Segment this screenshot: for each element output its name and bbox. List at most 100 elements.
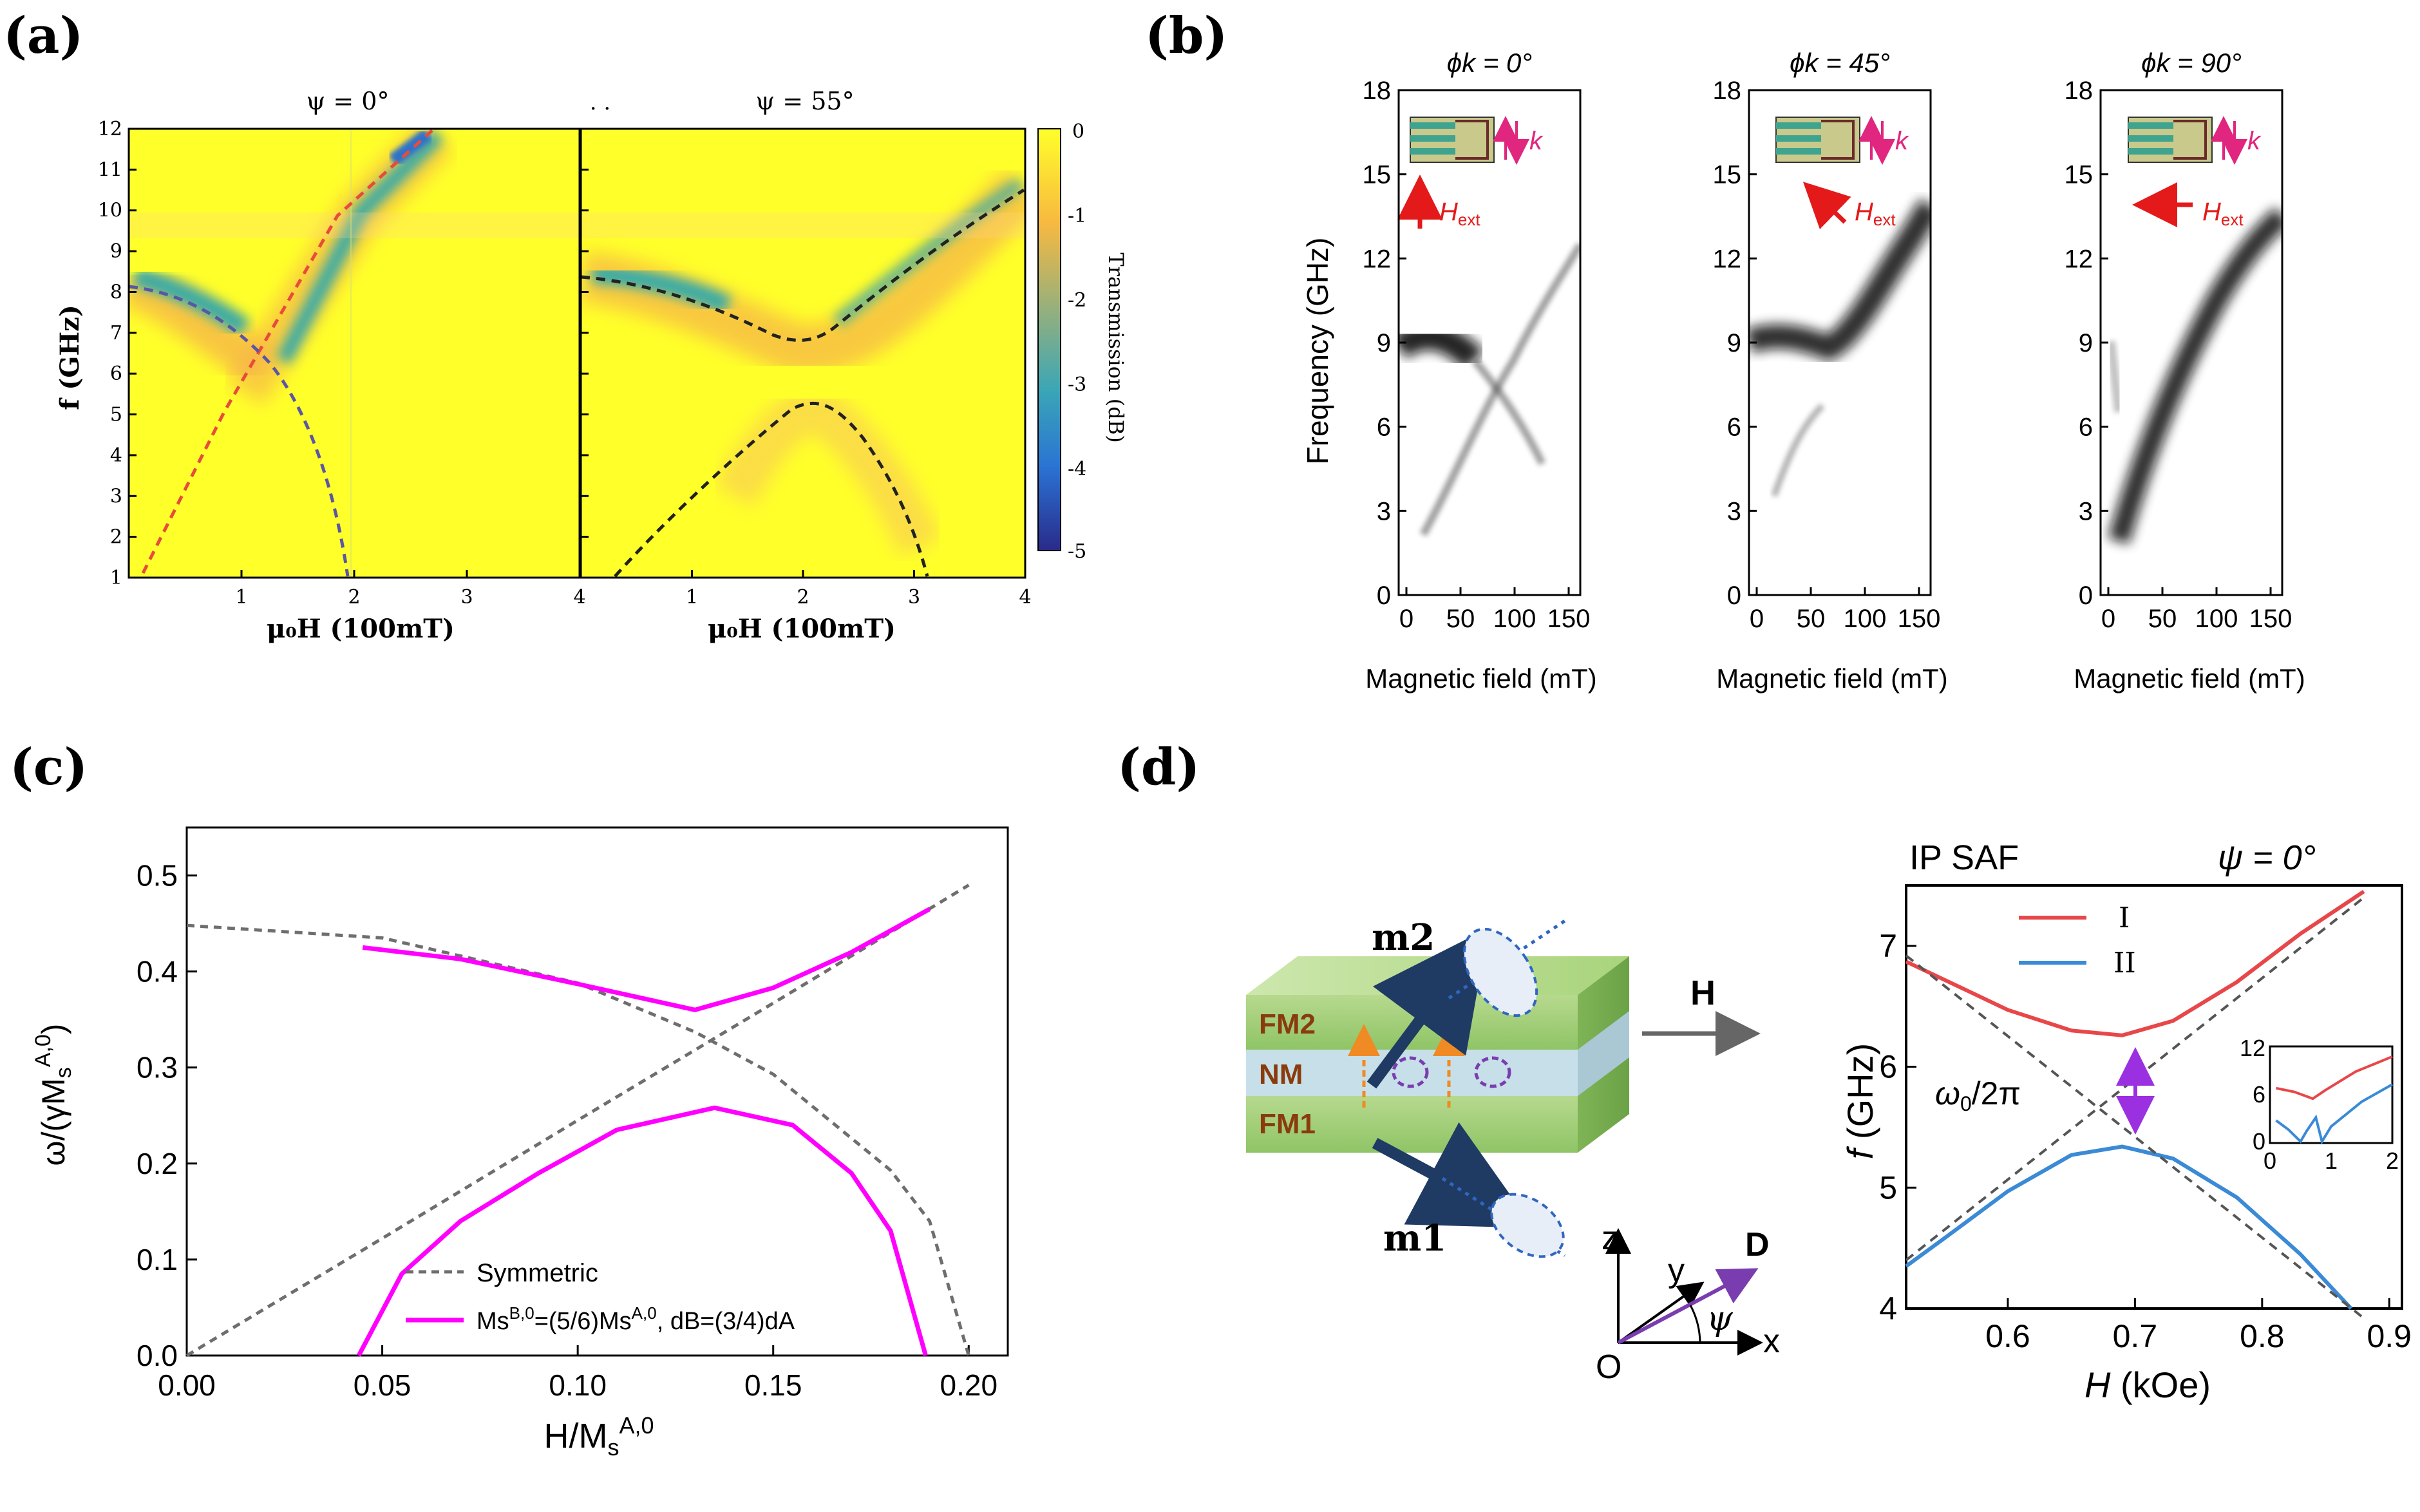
panel-label-b: (b)	[1145, 6, 1227, 65]
lower-dashed-curve	[614, 402, 929, 578]
colorbar-label: Transmission (dB)	[1104, 252, 1128, 442]
legend-asymmetric: MsB,0=(5/6)MsA,0, dB=(3/4)dA	[477, 1303, 795, 1335]
c-ytick-label: 0.3	[137, 1051, 178, 1084]
d-series-line	[1905, 1144, 2353, 1310]
panel-b-title: ϕk = 45°	[1790, 48, 1890, 78]
inset-h-main: H	[1439, 198, 1458, 226]
panel-c-lines	[185, 884, 970, 1357]
d-ytick-label: 6	[1879, 1049, 1897, 1085]
nm-side	[1578, 1011, 1629, 1096]
panel-label-d: (d)	[1117, 738, 1200, 797]
c-xtick-label: 0.20	[940, 1368, 998, 1402]
b-xtick-label: 50	[1797, 605, 1826, 633]
h-label: H	[1690, 974, 1716, 1012]
d-series-line	[1905, 954, 2365, 1319]
panel-label-a: (a)	[3, 6, 83, 65]
inset-k: k	[2247, 127, 2262, 155]
c-series-line	[357, 1105, 928, 1357]
m1-label: m1	[1383, 1217, 1446, 1260]
panel-b: Frequency (GHz) ϕk = 0° k Hext	[1301, 48, 2305, 694]
panel-a-title-left: ψ = 0°	[307, 87, 390, 115]
upper-dashed-curve	[580, 188, 1025, 342]
axis-y: y	[1668, 1252, 1685, 1289]
b-ytick-label: 12	[2065, 245, 2094, 273]
b-ytick-label: 18	[2065, 77, 2094, 105]
panel-a-heatmap-right	[580, 128, 1026, 579]
gap-label: ω0/2π	[1935, 1075, 2021, 1115]
a-ytick-label: 11	[98, 158, 122, 181]
d-ytick-label: 7	[1879, 928, 1897, 964]
axis-x: x	[1763, 1323, 1780, 1360]
b-xtick-label: 100	[1844, 605, 1887, 633]
a-ytick-label: 6	[110, 363, 122, 385]
b-ytick-label: 0	[2079, 581, 2093, 610]
d-xtick-label: 0.6	[1985, 1318, 2030, 1354]
colorbar-tick: -1	[1068, 205, 1086, 227]
axis-d: D	[1745, 1226, 1770, 1263]
a-ytick-label: 9	[110, 240, 122, 263]
inset-schematic: k Hext	[1775, 116, 1909, 230]
panel-a-heatmap-left	[128, 128, 581, 579]
m2-label: m2	[1372, 916, 1435, 959]
b-ytick-label: 15	[1363, 161, 1392, 189]
panel-a-title-right: ψ = 55°	[755, 87, 854, 115]
c-ytick-label: 0.5	[137, 859, 178, 893]
b-ytick-label: 6	[1727, 413, 1741, 442]
d-series-line	[1905, 889, 2365, 1037]
a-xtick-label: 3	[908, 586, 920, 609]
b-ytick-label: 0	[1727, 581, 1741, 610]
b-ytick-label: 12	[1713, 245, 1742, 273]
inset-h: Hext	[2202, 198, 2244, 229]
inset-h: Hext	[1855, 198, 1896, 229]
b-xtick-label: 0	[2101, 605, 2115, 633]
c-xtick-label: 0.10	[549, 1368, 607, 1402]
colorbar-tick: -2	[1068, 289, 1086, 312]
panel-a-xticks: 1 2 3 4 1 2 3 4	[235, 570, 1032, 609]
legend-asym-b: B,0	[509, 1303, 534, 1323]
inset-ytick: 12	[2240, 1035, 2265, 1061]
legend-asym-e: , dB=(3/4)dA	[657, 1308, 795, 1335]
legend-asym-d: A,0	[632, 1303, 657, 1323]
d-xtick-label: 0.7	[2113, 1318, 2158, 1354]
inset-xtick: 1	[2325, 1148, 2338, 1174]
d-series-line	[1905, 896, 2365, 1262]
panel-b-xlabel: Magnetic field (mT)	[1365, 663, 1596, 694]
legend-asym-c: =(5/6)Ms	[534, 1308, 632, 1335]
panel-d-diagram: FM2 NM FM1 m2 m1 H z y D ψ x O	[1246, 916, 1780, 1386]
b-ytick-label: 15	[2065, 161, 2094, 189]
b-ytick-label: 3	[1377, 497, 1391, 525]
a-ytick-label: 4	[110, 444, 122, 467]
panel-c: 0.0 0.1 0.2 0.3 0.4 0.5 0.00 0.05 0.10 0.15 0.20 ω…	[31, 826, 1009, 1460]
panel-c-legend: Symmetric MsB,0=(5/6)MsA,0, dB=(3/4)dA	[406, 1259, 795, 1335]
c-series-line	[185, 884, 970, 1357]
colorbar: 0 -1 -2 -3 -4 -5 Transmission (dB)	[1037, 120, 1128, 563]
b-xtick-label: 0	[1399, 605, 1413, 633]
panel-d-ylabel: f (GHz)	[1840, 1043, 1880, 1159]
panel-a-xlabel-right: μ₀H (100mT)	[708, 614, 896, 644]
legend-II: II	[2113, 947, 2136, 979]
inset-h-sub: ext	[1458, 210, 1480, 229]
b-ytick-label: 18	[1363, 77, 1392, 105]
inset-k: k	[1529, 127, 1544, 155]
colorbar-tick: -4	[1068, 458, 1086, 480]
a-ytick-label: 10	[98, 200, 122, 222]
b-ytick-label: 18	[1713, 77, 1742, 105]
panel-b-xlabel: Magnetic field (mT)	[2074, 663, 2305, 694]
d-ytick-label: 4	[1879, 1290, 1897, 1327]
a-ytick-label: 12	[98, 118, 122, 140]
b-ytick-label: 6	[2079, 413, 2093, 442]
b-ytick-label: 3	[1727, 497, 1741, 525]
inset-ytick: 6	[2253, 1081, 2265, 1108]
inset-xtick: 2	[2386, 1148, 2399, 1174]
panel-a-stray-marks: . .	[590, 90, 610, 115]
d-ytick-label: 5	[1879, 1169, 1897, 1205]
a-xtick-label: 4	[1019, 586, 1031, 609]
inset-k: k	[1895, 127, 1909, 155]
inset-curve-I	[2276, 1055, 2393, 1101]
a-xtick-label: 3	[460, 586, 473, 609]
inset-schematic: k Hext	[2128, 116, 2262, 229]
b-ytick-label: 9	[1377, 329, 1391, 357]
b-xtick-label: 150	[1547, 605, 1591, 633]
b-xtick-label: 50	[1446, 605, 1475, 633]
b-xtick-label: 0	[1750, 605, 1764, 633]
